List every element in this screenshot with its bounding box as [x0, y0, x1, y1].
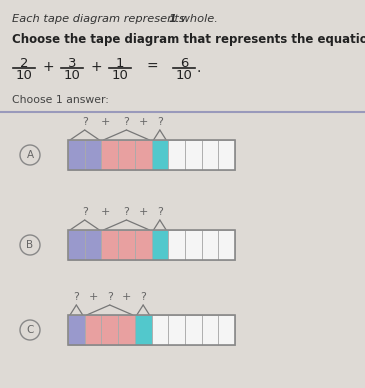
Text: ?: ? [82, 207, 88, 217]
Text: +: + [138, 117, 148, 127]
Text: C: C [26, 325, 34, 335]
Bar [168, 230, 185, 260]
Text: ?: ? [107, 292, 113, 302]
Text: +: + [122, 292, 131, 302]
Bar [185, 230, 201, 260]
Bar [101, 230, 118, 260]
Bar [218, 230, 235, 260]
Text: =: = [146, 60, 158, 74]
Text: 10: 10 [176, 69, 192, 82]
Text: +: + [101, 207, 110, 217]
Bar [85, 315, 101, 345]
Text: ?: ? [123, 207, 129, 217]
Bar [135, 140, 151, 170]
Text: 10: 10 [64, 69, 80, 82]
Bar [118, 140, 135, 170]
Bar [68, 230, 235, 260]
Text: 3: 3 [68, 57, 76, 70]
Text: 10: 10 [16, 69, 32, 82]
Bar [68, 140, 85, 170]
Text: Choose the tape diagram that represents the equation,: Choose the tape diagram that represents … [12, 33, 365, 46]
Bar [201, 140, 218, 170]
Bar [151, 315, 168, 345]
Text: A: A [26, 150, 34, 160]
Bar [68, 230, 85, 260]
Text: ?: ? [157, 207, 163, 217]
Text: ?: ? [82, 117, 88, 127]
Text: 2: 2 [20, 57, 28, 70]
Bar [168, 315, 185, 345]
Text: 10: 10 [112, 69, 128, 82]
Bar [201, 230, 218, 260]
Text: ?: ? [73, 292, 79, 302]
Bar [185, 140, 201, 170]
Bar [85, 230, 101, 260]
Bar [168, 140, 185, 170]
Text: Choose 1 answer:: Choose 1 answer: [12, 95, 109, 105]
Text: +: + [42, 60, 54, 74]
Bar [218, 315, 235, 345]
Text: B: B [26, 240, 34, 250]
Bar [85, 140, 101, 170]
Text: 1: 1 [116, 57, 124, 70]
Text: 6: 6 [180, 57, 188, 70]
Bar [68, 315, 85, 345]
Text: whole.: whole. [177, 14, 218, 24]
Bar [101, 315, 118, 345]
Bar [151, 230, 168, 260]
Text: ?: ? [140, 292, 146, 302]
Bar [118, 315, 135, 345]
Text: +: + [138, 207, 148, 217]
Bar [68, 315, 235, 345]
Text: ?: ? [123, 117, 129, 127]
Bar [201, 315, 218, 345]
Bar [118, 230, 135, 260]
Text: +: + [101, 117, 110, 127]
Bar [135, 230, 151, 260]
Text: ?: ? [157, 117, 163, 127]
Text: 1: 1 [169, 14, 177, 24]
Text: Each tape diagram represents: Each tape diagram represents [12, 14, 188, 24]
Text: +: + [90, 60, 102, 74]
Bar [151, 140, 168, 170]
Text: .: . [197, 61, 201, 75]
Bar [101, 140, 118, 170]
Bar [68, 140, 235, 170]
Bar [218, 140, 235, 170]
Bar [135, 315, 151, 345]
Text: +: + [88, 292, 98, 302]
Bar [185, 315, 201, 345]
